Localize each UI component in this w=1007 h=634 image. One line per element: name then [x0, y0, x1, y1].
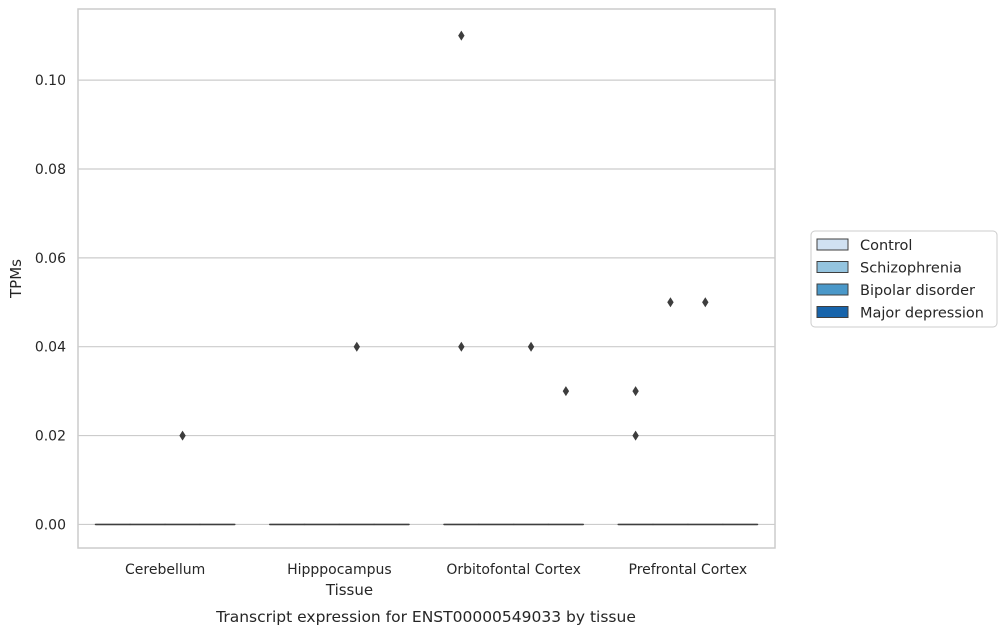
y-tick-label: 0.06	[35, 251, 66, 267]
x-tick-label: Cerebellum	[125, 562, 205, 578]
y-tick-label: 0.08	[35, 162, 66, 178]
legend-label: Major depression	[860, 306, 984, 322]
chart-caption: Transcript expression for ENST0000054903…	[215, 608, 636, 626]
legend-label: Control	[860, 238, 912, 254]
y-tick-label: 0.10	[35, 73, 66, 89]
x-tick-label: Orbitofontal Cortex	[446, 562, 581, 578]
outlier-point	[667, 297, 674, 308]
y-tick-label: 0.02	[35, 429, 66, 445]
outlier-point	[632, 386, 639, 397]
legend-swatch	[816, 283, 849, 296]
outlier-point	[179, 430, 186, 441]
legend-label: Bipolar disorder	[860, 283, 975, 299]
x-tick-label: Hipppocampus	[287, 562, 392, 578]
outlier-point	[632, 430, 639, 441]
x-tick-label: Prefrontal Cortex	[629, 562, 748, 578]
legend-box	[810, 230, 998, 328]
legend-swatch	[816, 306, 849, 318]
legend-swatch	[816, 261, 849, 273]
y-tick-label: 0.00	[35, 517, 66, 533]
y-axis-title: TPMs	[7, 259, 25, 299]
outlier-point	[458, 30, 465, 41]
plot-frame	[77, 8, 776, 549]
y-tick-label: 0.04	[35, 340, 66, 356]
outlier-point	[702, 297, 709, 308]
x-axis-title: Tissue	[325, 581, 373, 599]
legend-label: Schizophrenia	[860, 261, 962, 277]
legend-swatch	[816, 238, 849, 251]
outlier-point	[527, 341, 535, 352]
outlier-point	[353, 341, 360, 352]
outlier-point	[562, 386, 570, 397]
outlier-point	[458, 341, 465, 352]
